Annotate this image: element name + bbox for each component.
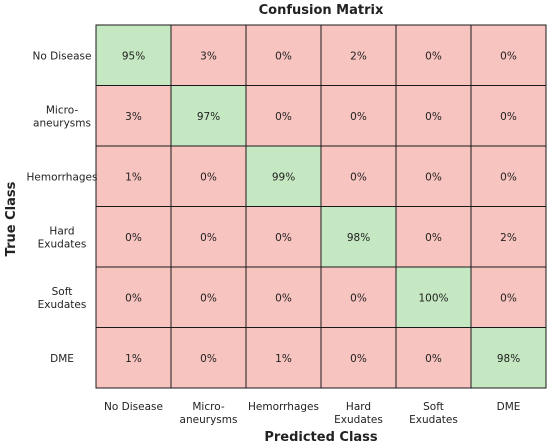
- matrix-cell-r5-c0: [95, 327, 172, 389]
- cell-value-label: 0%: [500, 111, 517, 123]
- column-tick-label: Soft: [423, 401, 444, 413]
- column-tick-labels: No Disease Micro-aneurysms Hemorrhages Hard…: [104, 401, 520, 426]
- cell-value-label: 0%: [200, 353, 217, 365]
- cell-value-label: 0%: [200, 292, 217, 304]
- row-tick-label: Exudates: [38, 299, 87, 311]
- cell-value-label: 0%: [425, 353, 442, 365]
- column-tick-label: Exudates: [409, 414, 458, 426]
- matrix-cell-r1-c5: [470, 85, 547, 147]
- row-tick-label: Soft: [52, 286, 73, 298]
- matrix-cell-r3-c3: [320, 206, 397, 268]
- cell-value-label: 0%: [500, 292, 517, 304]
- cell-value-label: 100%: [418, 292, 448, 304]
- matrix-cell-r3-c1: [170, 206, 247, 268]
- cell-value-label: 1%: [125, 171, 142, 183]
- matrix-cell-labels: 95% 3% 0% 2% 0% 0% 3% 97% 0% 0% 0% 0% 1% 0% 99% 0% 0% 0% 0…: [122, 50, 520, 365]
- cell-value-label: 95%: [122, 50, 145, 62]
- matrix-cell-r3-c4: [395, 206, 472, 268]
- cell-value-label: 0%: [125, 292, 142, 304]
- cell-value-label: 0%: [350, 111, 367, 123]
- cell-value-label: 1%: [275, 353, 292, 365]
- chart-title: Confusion Matrix: [259, 3, 384, 18]
- column-tick-label: DME: [497, 401, 521, 413]
- matrix-cell-r3-c0: [95, 206, 172, 268]
- cell-value-label: 0%: [350, 353, 367, 365]
- matrix-cell-r1-c3: [320, 85, 397, 147]
- matrix-cell-r4-c2: [245, 266, 322, 328]
- y-axis-title: True Class: [4, 181, 19, 256]
- matrix-cell-r2-c4: [395, 145, 472, 207]
- matrix-cell-r3-c2: [245, 206, 322, 268]
- matrix-cell-r5-c5: [470, 327, 547, 389]
- cell-value-label: 0%: [425, 232, 442, 244]
- cell-value-label: 0%: [125, 232, 142, 244]
- matrix-cell-r2-c5: [470, 145, 547, 207]
- x-axis-title: Predicted Class: [264, 430, 378, 445]
- matrix-cell-r3-c5: [470, 206, 547, 268]
- row-tick-label: Hemorrhages: [27, 171, 98, 183]
- row-tick-label: DME: [50, 353, 74, 365]
- matrix-cell-r0-c1: [170, 24, 247, 86]
- matrix-cell-r4-c3: [320, 266, 397, 328]
- matrix-cell-r4-c0: [95, 266, 172, 328]
- matrix-cell-r0-c0: [95, 24, 172, 86]
- matrix-cells: [95, 24, 547, 389]
- cell-value-label: 99%: [272, 171, 295, 183]
- cell-value-label: 2%: [500, 232, 517, 244]
- cell-value-label: 0%: [425, 111, 442, 123]
- matrix-cell-r2-c1: [170, 145, 247, 207]
- cell-value-label: 0%: [350, 171, 367, 183]
- row-tick-labels: No Disease Micro-aneurysms Hemorrhages Hard…: [27, 50, 98, 365]
- cell-value-label: 2%: [350, 50, 367, 62]
- cell-value-label: 0%: [500, 50, 517, 62]
- matrix-cell-r1-c1: [170, 85, 247, 147]
- matrix-cell-r5-c3: [320, 327, 397, 389]
- row-tick-label: Exudates: [38, 238, 87, 250]
- cell-value-label: 0%: [425, 50, 442, 62]
- matrix-cell-r4-c4: [395, 266, 472, 328]
- column-tick-label: Hemorrhages: [248, 401, 319, 413]
- cell-value-label: 3%: [200, 50, 217, 62]
- cell-value-label: 0%: [425, 171, 442, 183]
- matrix-cell-r0-c2: [245, 24, 322, 86]
- cell-value-label: 97%: [197, 111, 220, 123]
- column-tick-label: Hard: [346, 401, 371, 413]
- matrix-cell-r4-c5: [470, 266, 547, 328]
- row-tick-label: Hard: [49, 225, 74, 237]
- cell-value-label: 0%: [275, 232, 292, 244]
- column-tick-label: aneurysms: [180, 414, 238, 426]
- row-tick-label: Micro-: [46, 104, 78, 116]
- cell-value-label: 98%: [497, 353, 520, 365]
- cell-value-label: 98%: [347, 232, 370, 244]
- column-tick-label: Exudates: [334, 414, 383, 426]
- matrix-cell-r0-c5: [470, 24, 547, 86]
- cell-value-label: 0%: [200, 171, 217, 183]
- cell-value-label: 0%: [275, 50, 292, 62]
- row-tick-label: aneurysms: [33, 117, 91, 129]
- cell-value-label: 0%: [275, 111, 292, 123]
- cell-value-label: 1%: [125, 353, 142, 365]
- cell-value-label: 0%: [350, 292, 367, 304]
- column-tick-label: Micro-: [192, 401, 224, 413]
- matrix-cell-r0-c3: [320, 24, 397, 86]
- matrix-cell-r2-c3: [320, 145, 397, 207]
- column-tick-label: No Disease: [104, 401, 163, 413]
- cell-value-label: 0%: [500, 171, 517, 183]
- cell-value-label: 0%: [275, 292, 292, 304]
- cell-value-label: 0%: [200, 232, 217, 244]
- row-tick-label: No Disease: [33, 50, 92, 62]
- cell-value-label: 3%: [125, 111, 142, 123]
- matrix-cell-r5-c4: [395, 327, 472, 389]
